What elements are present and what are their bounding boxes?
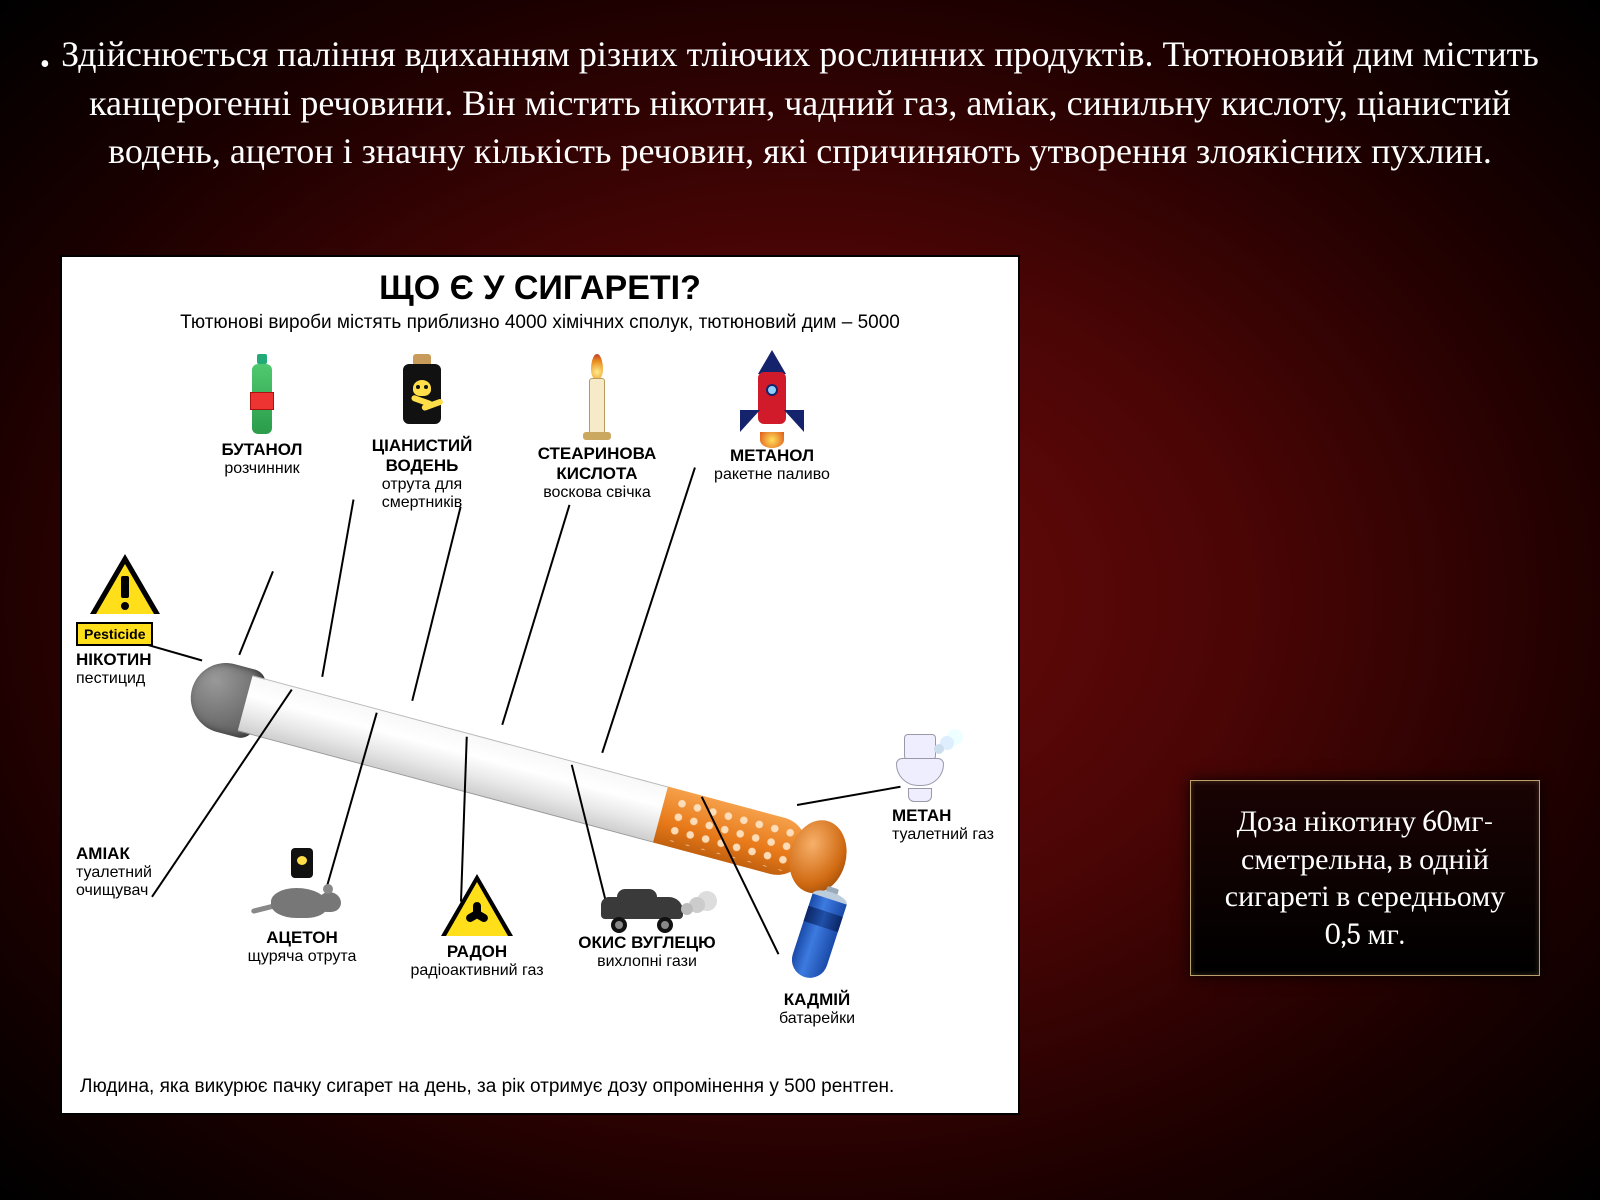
radiation-icon bbox=[441, 874, 513, 938]
item-radon: РАДОН радіоактивний газ bbox=[402, 874, 552, 980]
infographic-body: БУТАНОЛ розчинник ЦІАНИСТИЙ ВОДЕНЬ отрут… bbox=[62, 344, 1018, 1064]
bullet-icon: • bbox=[40, 46, 50, 84]
bottle-icon bbox=[248, 354, 276, 436]
item-name: АЦЕТОН bbox=[232, 928, 372, 948]
poison-small-icon bbox=[289, 844, 315, 878]
leader-line bbox=[797, 786, 901, 806]
item-methane: МЕТАН туалетний газ bbox=[892, 734, 1012, 844]
rocket-icon bbox=[740, 350, 804, 442]
item-desc: туалетний очищувач bbox=[76, 864, 206, 900]
item-name: ОКИС ВУГЛЕЦЮ bbox=[572, 933, 722, 953]
item-cyanide: ЦІАНИСТИЙ ВОДЕНЬ отрута для смертників bbox=[347, 354, 497, 512]
item-desc: туалетний газ bbox=[892, 826, 1012, 844]
infographic-footer: Людина, яка викурює пачку сигарет на ден… bbox=[80, 1075, 1000, 1099]
item-desc: вихлопні гази bbox=[572, 953, 722, 971]
item-name: КАДМІЙ bbox=[752, 990, 882, 1010]
item-name: РАДОН bbox=[402, 942, 552, 962]
leader-line bbox=[238, 571, 273, 655]
item-name: МЕТАН bbox=[892, 806, 1012, 826]
item-name: АМІАК bbox=[76, 844, 206, 864]
item-desc: воскова свічка bbox=[517, 484, 677, 502]
item-acetone: АЦЕТОН щуряча отрута bbox=[232, 844, 372, 966]
leader-line bbox=[501, 505, 570, 725]
item-cadmium: КАДМІЙ батарейки bbox=[752, 890, 882, 1028]
infographic-title: ЩО Є У СИГАРЕТІ? bbox=[62, 257, 1018, 312]
item-butanol: БУТАНОЛ розчинник bbox=[202, 354, 322, 478]
item-methanol: МЕТАНОЛ ракетне паливо bbox=[702, 350, 842, 484]
item-nicotine: Pesticide НІКОТИН пестицид bbox=[76, 554, 206, 688]
item-co: ОКИС ВУГЛЕЦЮ вихлопні гази bbox=[572, 889, 722, 971]
infographic-subtitle: Тютюнові вироби містять приблизно 4000 х… bbox=[62, 312, 1018, 344]
item-desc: щуряча отрута bbox=[232, 948, 372, 966]
rat-icon bbox=[257, 878, 347, 924]
item-name: БУТАНОЛ bbox=[202, 440, 322, 460]
item-desc: радіоактивний газ bbox=[402, 962, 552, 980]
main-paragraph: Здійснюється паління вдиханням різних тл… bbox=[61, 34, 1539, 171]
item-desc: отрута для смертників bbox=[347, 476, 497, 512]
item-name: СТЕАРИНОВА КИСЛОТА bbox=[517, 444, 677, 484]
poison-jar-icon bbox=[397, 354, 447, 432]
cigarette-infographic: ЩО Є У СИГАРЕТІ? Тютюнові вироби містять… bbox=[60, 255, 1020, 1115]
item-name: ЦІАНИСТИЙ ВОДЕНЬ bbox=[347, 436, 497, 476]
item-desc: батарейки bbox=[752, 1010, 882, 1028]
nicotine-dose-callout: Доза нікотину 60мг- сметрельна, в одній … bbox=[1190, 780, 1540, 976]
slide-body-text: • Здійснюється паління вдиханням різних … bbox=[0, 0, 1600, 196]
candle-icon bbox=[579, 354, 615, 440]
item-name: МЕТАНОЛ bbox=[702, 446, 842, 466]
leader-line bbox=[411, 507, 461, 701]
toilet-icon bbox=[892, 734, 948, 802]
car-exhaust-icon bbox=[601, 889, 693, 929]
item-stearic: СТЕАРИНОВА КИСЛОТА воскова свічка bbox=[517, 354, 677, 502]
leader-line bbox=[601, 467, 695, 753]
pesticide-tag: Pesticide bbox=[76, 622, 153, 646]
item-desc: пестицид bbox=[76, 670, 206, 688]
leader-line bbox=[321, 499, 354, 677]
item-desc: ракетне паливо bbox=[702, 466, 842, 484]
item-ammonia: АМІАК туалетний очищувач bbox=[76, 844, 206, 900]
item-name: НІКОТИН bbox=[76, 650, 206, 670]
item-desc: розчинник bbox=[202, 460, 322, 478]
warning-triangle-icon bbox=[90, 554, 160, 616]
battery-icon bbox=[780, 885, 853, 991]
